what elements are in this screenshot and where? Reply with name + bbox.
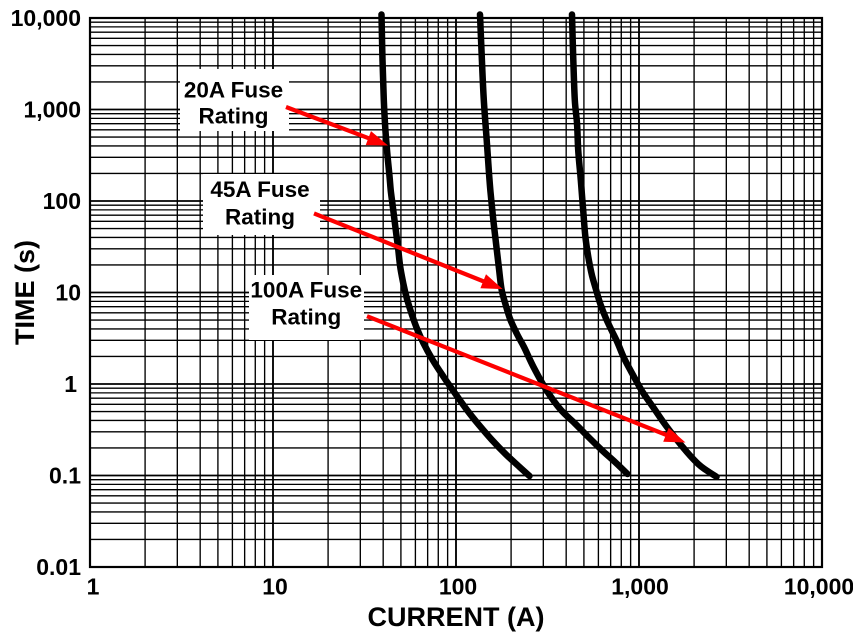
svg-text:100: 100 (439, 574, 477, 600)
svg-text:1: 1 (64, 371, 77, 397)
svg-text:Rating: Rating (271, 305, 341, 330)
svg-text:Rating: Rating (199, 103, 269, 128)
svg-text:100A Fuse: 100A Fuse (250, 277, 362, 302)
svg-text:100: 100 (43, 188, 81, 214)
svg-text:1,000: 1,000 (611, 574, 669, 600)
svg-text:0.01: 0.01 (36, 554, 81, 580)
svg-text:1,000: 1,000 (23, 97, 81, 123)
svg-text:1: 1 (87, 574, 100, 600)
svg-text:TIME (s): TIME (s) (10, 240, 40, 345)
svg-text:10,000: 10,000 (11, 5, 81, 31)
svg-text:10: 10 (262, 574, 288, 600)
svg-text:CURRENT (A): CURRENT (A) (368, 602, 545, 632)
svg-text:0.1: 0.1 (49, 463, 81, 489)
svg-text:10: 10 (55, 280, 81, 306)
svg-text:Rating: Rating (225, 204, 295, 229)
svg-text:20A Fuse: 20A Fuse (184, 77, 283, 102)
svg-text:10,000: 10,000 (784, 574, 853, 600)
svg-text:45A Fuse: 45A Fuse (210, 177, 309, 202)
